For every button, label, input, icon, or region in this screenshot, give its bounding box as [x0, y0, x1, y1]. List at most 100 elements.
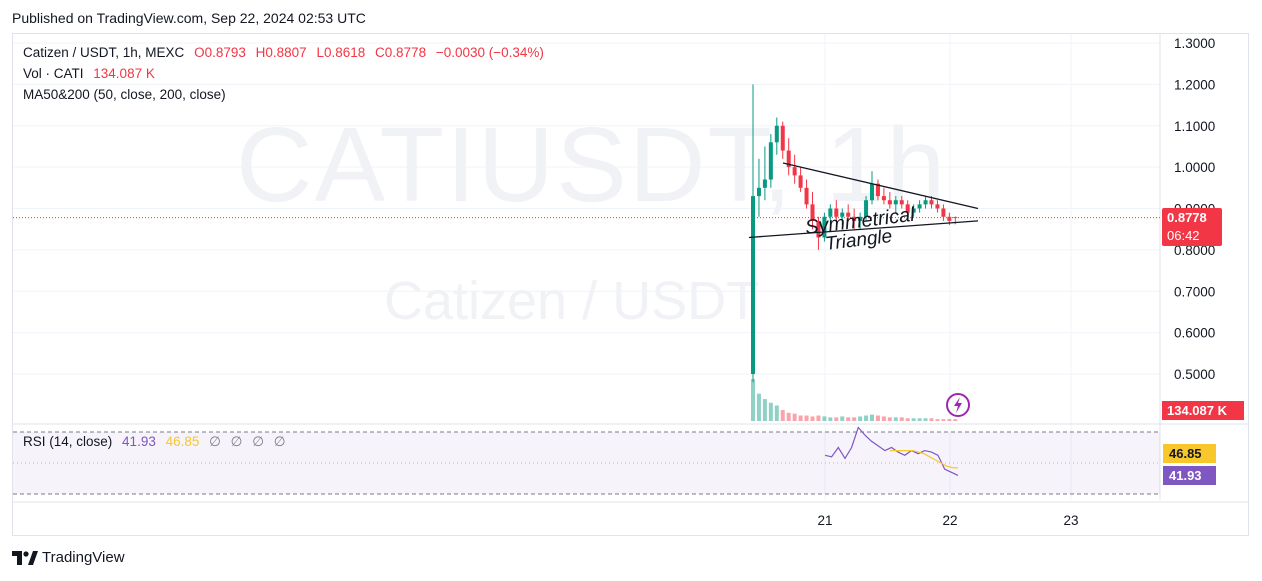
legend-low: L0.8618	[316, 45, 366, 60]
legend-change: −0.0030 (−0.34%)	[435, 45, 544, 60]
volume-bar	[864, 415, 869, 421]
rsi-band	[13, 432, 1160, 494]
rsi-ma-line	[890, 450, 959, 469]
candle-body	[804, 187, 809, 205]
candle-body	[881, 196, 886, 201]
candle-body	[947, 216, 952, 221]
last-price-value: 0.8778	[1167, 210, 1207, 225]
volume-bar	[840, 416, 845, 421]
legend-close: C0.8778	[375, 45, 427, 60]
legend-symbol-row: Catizen / USDT, 1h, MEXC O0.8793 H0.8807…	[23, 45, 550, 60]
y-tick-label: 1.1000	[1174, 119, 1215, 134]
volume-bar	[846, 417, 851, 421]
volume-bar	[798, 415, 803, 421]
legend-open: O0.8793	[194, 45, 246, 60]
volume-bar	[834, 417, 839, 421]
legend-rsi-ma-value: 46.85	[165, 434, 200, 449]
volume-bar	[923, 418, 928, 421]
rsi-tag: 41.93	[1163, 466, 1216, 485]
y-tick-label: 0.7000	[1174, 284, 1215, 299]
candle-body	[935, 204, 940, 209]
volume-bar	[816, 415, 821, 421]
candle-body	[774, 125, 779, 143]
triangle-lower-line	[748, 220, 979, 239]
volume-bar	[947, 419, 952, 421]
candle-body	[852, 216, 857, 221]
candle-body	[911, 208, 916, 213]
candle-body	[840, 212, 845, 217]
legend-rsi-extra: ∅ ∅ ∅ ∅	[209, 434, 289, 449]
x-tick-label: 23	[1063, 513, 1078, 528]
lightning-bolt-icon	[954, 397, 962, 413]
volume-bar	[762, 399, 767, 421]
description-watermark: Catizen / USDT	[384, 271, 760, 331]
candle-body	[917, 204, 922, 209]
legend-ma-label[interactable]: MA50&200 (50, close, 200, close)	[23, 87, 226, 102]
volume-bar	[929, 418, 934, 421]
candle-body	[828, 208, 833, 217]
candle-body	[846, 212, 851, 217]
last-price-tag: 0.8778 06:42	[1162, 208, 1222, 246]
legend-volume-row: Vol · CATI 134.087 K	[23, 66, 161, 81]
volume-bar	[810, 416, 815, 421]
footer-brand: TradingView	[42, 549, 125, 566]
candle-body	[858, 216, 863, 221]
tradingview-logo-icon	[12, 550, 38, 565]
x-tick-label: 21	[817, 513, 832, 528]
volume-bar	[756, 393, 761, 421]
candle-body	[887, 200, 892, 205]
volume-bar	[870, 414, 874, 421]
legend-symbol[interactable]: Catizen / USDT, 1h, MEXC	[23, 45, 185, 60]
y-tick-label: 1.2000	[1174, 77, 1215, 92]
x-tick-label: 22	[942, 513, 957, 528]
candle-body	[923, 200, 928, 205]
candle-body	[870, 183, 874, 201]
tradingview-logo[interactable]: TradingView	[12, 549, 125, 566]
candle-body	[798, 175, 803, 188]
legend-rsi-row: RSI (14, close) 41.93 46.85 ∅ ∅ ∅ ∅	[23, 434, 294, 450]
volume-bar	[774, 405, 779, 421]
candle-body	[834, 208, 839, 217]
volume-bar	[953, 419, 958, 421]
legend-rsi-value: 41.93	[122, 434, 156, 449]
volume-bar	[917, 418, 922, 421]
candle-body	[768, 142, 773, 180]
y-tick-label: 0.8000	[1174, 243, 1215, 258]
volume-bar	[899, 417, 904, 421]
published-header: Published on TradingView.com, Sep 22, 20…	[12, 10, 366, 26]
volume-tag: 134.087 K	[1162, 401, 1244, 420]
y-tick-label: 1.3000	[1174, 36, 1215, 51]
volume-bar	[935, 419, 940, 421]
legend-rsi-label[interactable]: RSI (14, close)	[23, 434, 113, 449]
candle-body	[786, 150, 791, 168]
legend-ma-row: MA50&200 (50, close, 200, close)	[23, 87, 232, 102]
candle-body	[864, 200, 869, 217]
volume-bar	[875, 415, 880, 421]
candle-body	[893, 200, 898, 205]
volume-bar	[893, 417, 898, 421]
volume-bar	[828, 417, 833, 421]
volume-bar	[941, 419, 946, 421]
candle-body	[899, 200, 904, 205]
candle-body	[762, 179, 767, 188]
legend-high: H0.8807	[255, 45, 307, 60]
candle-body	[751, 196, 755, 374]
legend-vol-label[interactable]: Vol · CATI	[23, 66, 84, 81]
volume-bar	[804, 415, 809, 421]
volume-bar	[780, 410, 785, 421]
volume-bar	[887, 417, 892, 421]
chart-frame[interactable]	[12, 33, 1249, 536]
rsi-line	[824, 426, 959, 476]
volume-bar	[881, 416, 886, 421]
candle-body	[810, 204, 815, 221]
volume-bar	[905, 418, 910, 421]
volume-bar	[822, 416, 827, 421]
candle-body	[941, 208, 946, 217]
y-tick-label: 0.6000	[1174, 326, 1215, 341]
volume-bar	[858, 416, 863, 421]
volume-bar	[911, 418, 916, 421]
candle-body	[875, 183, 880, 197]
triangle-upper-line	[782, 162, 979, 210]
rsi-ma-tag: 46.85	[1163, 444, 1216, 463]
